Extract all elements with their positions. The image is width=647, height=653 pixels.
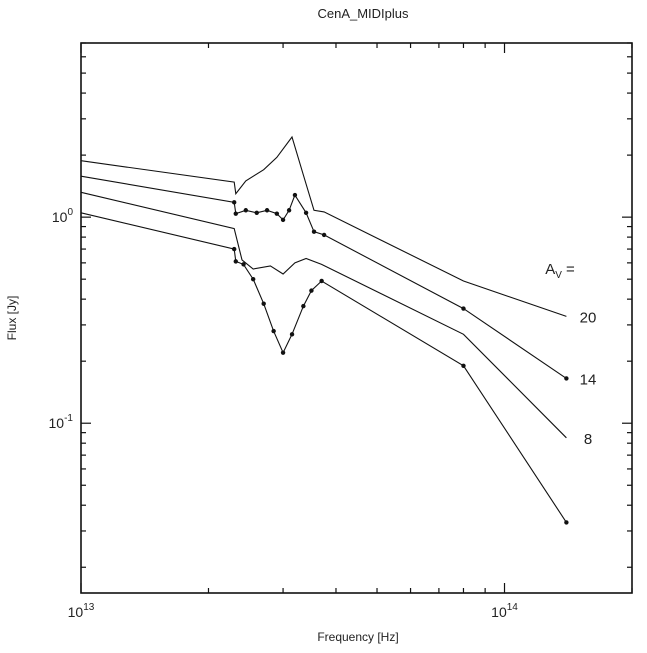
x-tick-label: 1014 [491,602,518,620]
data-point [233,211,238,216]
data-point [250,276,256,282]
curve-end-label: 8 [584,431,592,448]
data-point [241,262,246,267]
data-point [289,332,295,337]
series-line-3 [80,135,567,317]
data-point [231,246,237,252]
plot-frame [80,42,633,594]
data-point [233,259,238,264]
x-tick-label: 1013 [68,602,95,620]
data-point [564,376,569,381]
chart-title: CenA_MIDIplus [317,6,409,21]
plot-area: 1013 1014 100 10-1 20 14 8 [49,42,633,620]
x-axis-label: Frequency [Hz] [317,630,398,644]
curve-end-label: 14 [580,371,597,388]
data-point [274,211,280,216]
data-point [319,278,324,284]
data-point [321,232,327,238]
data-point [280,350,286,355]
data-point [461,306,466,311]
data-point [231,200,237,205]
legend-title: AV = [545,261,575,281]
data-point [292,192,298,198]
data-point [303,210,309,215]
data-point [264,208,270,213]
series-line-2 [80,175,567,379]
curve-end-label: 20 [580,309,597,326]
data-point [564,520,569,525]
y-tick-label: 100 [52,207,74,225]
data-point [286,208,292,213]
data-point [311,229,317,234]
y-axis-label: Flux [Jy] [5,296,19,341]
data-point [461,363,466,368]
data-point [243,208,249,213]
data-point [301,303,306,309]
y-tick-label: 10-1 [49,413,74,431]
series-line-1 [80,191,567,439]
data-point [254,210,259,215]
data-point [309,288,314,293]
data-point [280,217,286,223]
data-point [261,301,266,306]
data-point [271,328,276,334]
series-line-0 [80,212,567,523]
